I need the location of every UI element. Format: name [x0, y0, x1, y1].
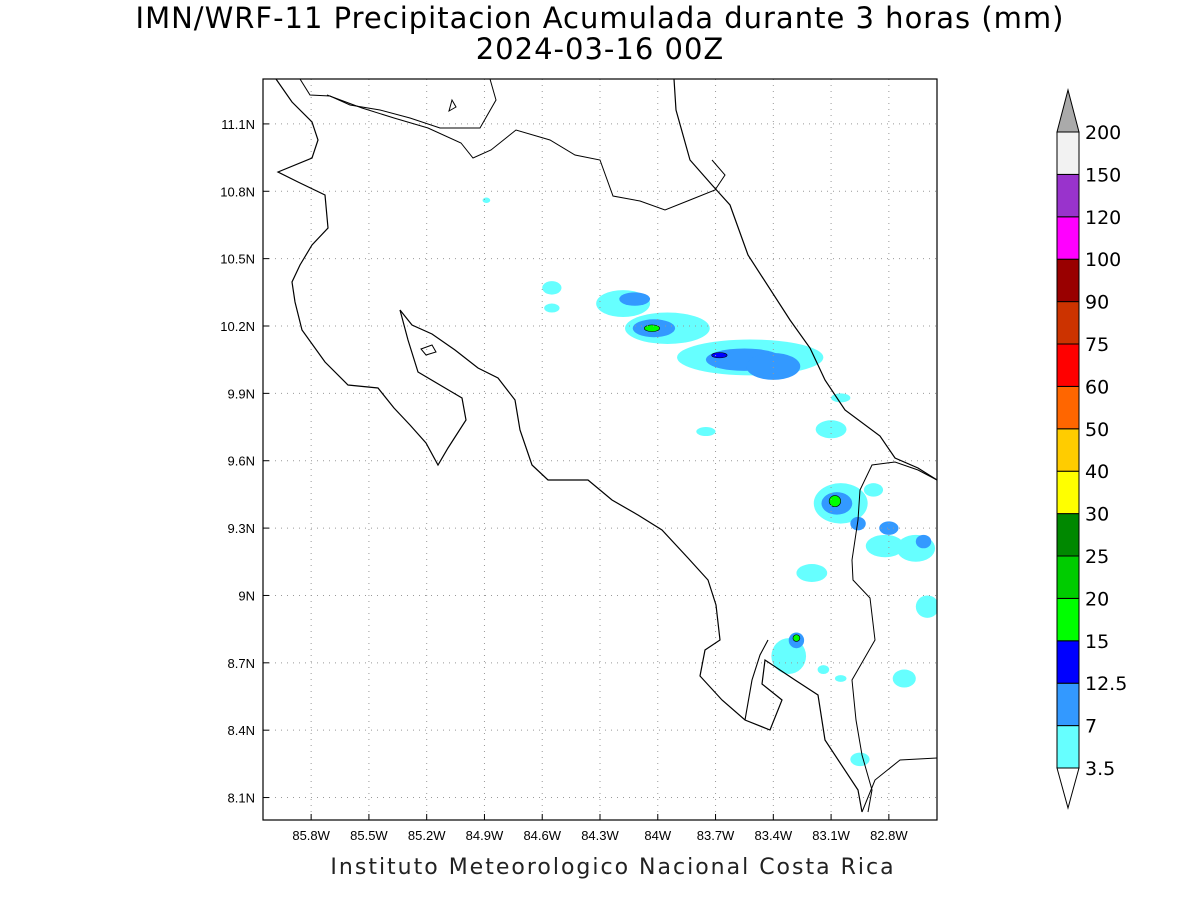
colorbar-swatch [1056, 131, 1080, 175]
map-title: IMN/WRF-11 Precipitacion Acumulada duran… [135, 1, 1065, 35]
lon-tick-label: 83.7W [697, 828, 735, 843]
colorbar: 3.5 7 12.5 15 20 25 30 40 50 60 75 90 100 120 150 200 [1056, 88, 1127, 810]
colorbar-label: 25 [1085, 546, 1109, 568]
nicaragua-border [326, 94, 726, 211]
precipitation-layer [482, 197, 937, 767]
lon-tick-label: 85.2W [408, 828, 446, 843]
lat-tick-label: 8.7N [228, 656, 255, 671]
lat-tick-label: 10.2N [220, 319, 255, 334]
lon-tick-label: 84.9W [466, 828, 504, 843]
map-frame [262, 78, 938, 821]
colorbar-swatch [1056, 640, 1080, 684]
colorbar-label: 100 [1085, 249, 1121, 271]
lat-tick-label: 10.5N [220, 252, 255, 267]
precip-cell [915, 534, 932, 549]
lon-tick-label: 85.8W [292, 828, 330, 843]
lat-tick-label: 9.9N [228, 386, 255, 401]
precip-cell [915, 595, 937, 618]
colorbar-label: 40 [1085, 461, 1109, 483]
lat-tick-label: 9N [238, 588, 255, 603]
osa-peninsula-coast [744, 639, 769, 721]
colorbar-swatch [1056, 597, 1080, 642]
precip-cell [892, 669, 916, 688]
nicaragua-lake-coast [299, 79, 497, 129]
panama-coast-south [861, 757, 937, 813]
lon-tick-label: 83.1W [812, 828, 850, 843]
precip-cell [792, 634, 801, 642]
colorbar-label: 3.5 [1085, 758, 1115, 780]
colorbar-label: 20 [1085, 588, 1109, 610]
precip-cell [815, 420, 847, 439]
colorbar-label: 7 [1085, 716, 1097, 738]
nicoya-gulf-coast [399, 309, 863, 813]
latitude-axis: 11.1N 10.8N 10.5N 10.2N 9.9N 9.6N 9.3N 9N 8.7N 8.… [220, 117, 269, 806]
colorbar-label: 30 [1085, 504, 1109, 526]
precip-cell [696, 427, 716, 437]
small-island [448, 98, 457, 113]
colorbar-swatch [1056, 216, 1080, 260]
colorbar-swatch [1056, 470, 1080, 515]
precip-cell [850, 516, 866, 531]
colorbar-label: 200 [1085, 122, 1121, 144]
panama-border [851, 461, 937, 813]
colorbar-label: 120 [1085, 207, 1121, 229]
colorbar-swatch [1056, 173, 1080, 218]
colorbar-label: 60 [1085, 376, 1109, 398]
longitude-axis: 85.8W 85.5W 85.2W 84.9W 84.6W 84.3W 84W 83.7W 83… [292, 814, 908, 843]
lat-tick-label: 8.1N [228, 791, 255, 806]
lon-tick-label: 82.8W [870, 828, 908, 843]
colorbar-swatch [1056, 385, 1080, 430]
precip-cell [619, 292, 651, 306]
precip-cell [850, 752, 870, 767]
lon-tick-label: 85.5W [350, 828, 388, 843]
lat-tick-label: 9.3N [228, 521, 255, 536]
credit-text: Instituto Meteorologico Nacional Costa R… [330, 855, 896, 880]
precip-cell [542, 281, 562, 295]
lon-tick-label: 84.3W [581, 828, 619, 843]
precip-cell [711, 352, 728, 359]
colorbar-label: 75 [1085, 334, 1109, 356]
precip-cell [828, 495, 842, 508]
precip-cell [831, 393, 851, 403]
lat-tick-label: 11.1N [221, 117, 255, 132]
colorbar-under-triangle [1056, 767, 1080, 810]
precip-cell [746, 352, 801, 380]
colorbar-swatch [1056, 258, 1080, 303]
colorbar-swatch [1056, 682, 1080, 727]
colorbar-label: 150 [1085, 164, 1121, 186]
precip-cell [879, 521, 899, 535]
precip-cell [643, 324, 660, 332]
precip-cell [796, 564, 828, 582]
lat-tick-label: 8.4N [228, 723, 255, 738]
precip-cell [817, 665, 830, 675]
precip-cell [863, 483, 884, 497]
lon-tick-label: 84.6W [523, 828, 561, 843]
precip-cell [482, 197, 491, 203]
colorbar-label: 50 [1085, 419, 1109, 441]
colorbar-over-triangle [1056, 88, 1080, 133]
colorbar-swatch [1056, 301, 1080, 345]
colorbar-swatch [1056, 513, 1080, 557]
map-subtitle: 2024-03-16 00Z [475, 32, 725, 66]
colorbar-swatch [1056, 343, 1080, 387]
lon-tick-label: 83.4W [755, 828, 793, 843]
precip-cell [865, 534, 905, 558]
graticule [263, 79, 937, 820]
coastline [275, 79, 937, 813]
colorbar-label: 12.5 [1085, 673, 1127, 695]
colorbar-label: 15 [1085, 631, 1109, 653]
gulf-island [420, 344, 437, 356]
lon-tick-label: 84W [644, 828, 671, 843]
colorbar-label: 90 [1085, 292, 1109, 314]
colorbar-swatch [1056, 725, 1080, 769]
precip-cell [544, 303, 560, 313]
lat-tick-label: 10.8N [220, 184, 255, 199]
colorbar-swatch [1056, 428, 1080, 472]
caribbean-coast [673, 79, 937, 481]
precip-cell [834, 675, 847, 682]
pacific-coast-north [275, 79, 467, 467]
lat-tick-label: 9.6N [228, 454, 255, 469]
colorbar-swatch [1056, 555, 1080, 599]
